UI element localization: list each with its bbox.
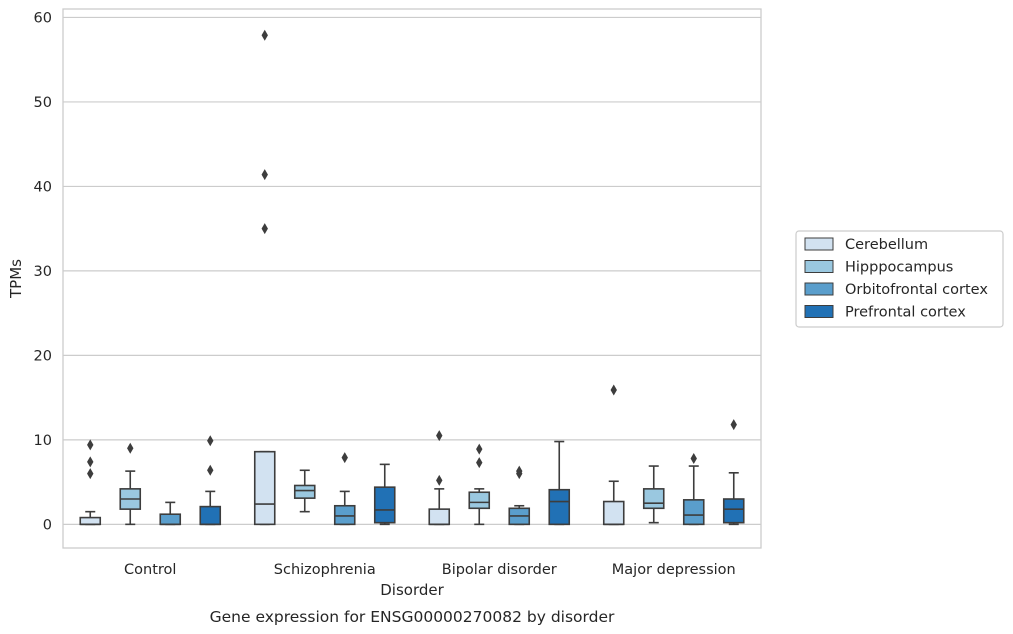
box-prefrontal-cortex [722, 419, 745, 526]
iqr-box [468, 491, 491, 510]
outlier-point [207, 464, 214, 476]
legend-label: Cerebellum [845, 237, 928, 253]
y-tick-label: 10 [34, 433, 52, 449]
box-hipppocampus [468, 443, 491, 526]
y-tick-label: 40 [34, 179, 52, 195]
outlier-point [261, 223, 268, 235]
legend: Cerebellum Hipppocampus Orbitofrontal cort… [795, 230, 1004, 328]
x-tick-labels: Control Schizophrenia Bipolar disorder Majo… [124, 562, 736, 578]
box-hipppocampus [119, 442, 142, 526]
iqr-box [373, 486, 396, 524]
outlier-point [436, 474, 443, 486]
outlier-point [476, 443, 483, 455]
y-tick-labels: 0 10 20 30 40 50 60 [34, 10, 52, 533]
legend-swatch [804, 260, 834, 273]
box-cerebellum [79, 439, 102, 526]
box-cerebellum [602, 384, 625, 526]
legend-label: Prefrontal cortex [845, 305, 966, 321]
outlier-point [207, 435, 214, 447]
gridlines [63, 16, 761, 525]
x-tick-label: Major depression [612, 562, 736, 578]
y-axis-label: TPMs [7, 259, 25, 299]
iqr-box [79, 516, 102, 526]
outlier-point [610, 384, 617, 396]
legend-label: Hipppocampus [845, 260, 953, 276]
iqr-box [548, 488, 571, 526]
box-orbitofrontal-cortex [159, 501, 182, 526]
x-tick-label: Schizophrenia [274, 562, 376, 578]
outlier-point [690, 452, 697, 464]
box-orbitofrontal-cortex [508, 465, 531, 526]
box-hipppocampus [642, 465, 665, 524]
y-tick-label: 30 [34, 264, 52, 280]
outlier-point [261, 169, 268, 181]
iqr-box [682, 499, 705, 526]
iqr-box [722, 498, 745, 524]
y-tick-label: 50 [34, 95, 52, 111]
y-tick-label: 20 [34, 348, 52, 364]
legend-swatch [804, 282, 834, 296]
outlier-point [516, 465, 523, 477]
iqr-box [293, 484, 316, 499]
box-prefrontal-cortex [548, 440, 571, 526]
iqr-box [253, 450, 276, 526]
outlier-point [87, 468, 94, 480]
x-tick-label: Bipolar disorder [442, 562, 557, 578]
outlier-point [476, 457, 483, 469]
box-hipppocampus [293, 469, 316, 513]
outlier-point [341, 452, 348, 464]
y-tick-label: 60 [34, 10, 52, 26]
outlier-point [87, 439, 94, 451]
box-orbitofrontal-cortex [333, 452, 356, 526]
x-tick-label: Control [124, 562, 176, 578]
iqr-box [428, 508, 451, 526]
outlier-point [87, 456, 94, 468]
outlier-point [730, 419, 737, 431]
box-prefrontal-cortex [199, 435, 222, 526]
outlier-point [127, 442, 134, 454]
box-orbitofrontal-cortex [682, 452, 705, 526]
iqr-box [642, 488, 665, 510]
boxes [79, 29, 745, 526]
legend-frame [795, 230, 1004, 328]
box-cerebellum [428, 430, 451, 526]
x-axis-label: Disorder [380, 581, 444, 599]
iqr-box [199, 505, 222, 526]
plot-area-frame [62, 8, 762, 549]
y-tick-label: 0 [43, 517, 52, 533]
outlier-point [436, 430, 443, 442]
legend-swatch [804, 305, 834, 318]
chart-title: Gene expression for ENSG00000270082 by d… [210, 608, 615, 626]
box-prefrontal-cortex [373, 463, 396, 526]
legend-swatch [804, 237, 834, 251]
iqr-box [602, 500, 625, 526]
iqr-box [159, 513, 182, 526]
legend-label: Orbitofrontal cortex [845, 282, 988, 298]
outlier-point [261, 29, 268, 41]
iqr-box [333, 504, 356, 526]
box-cerebellum [253, 29, 276, 526]
